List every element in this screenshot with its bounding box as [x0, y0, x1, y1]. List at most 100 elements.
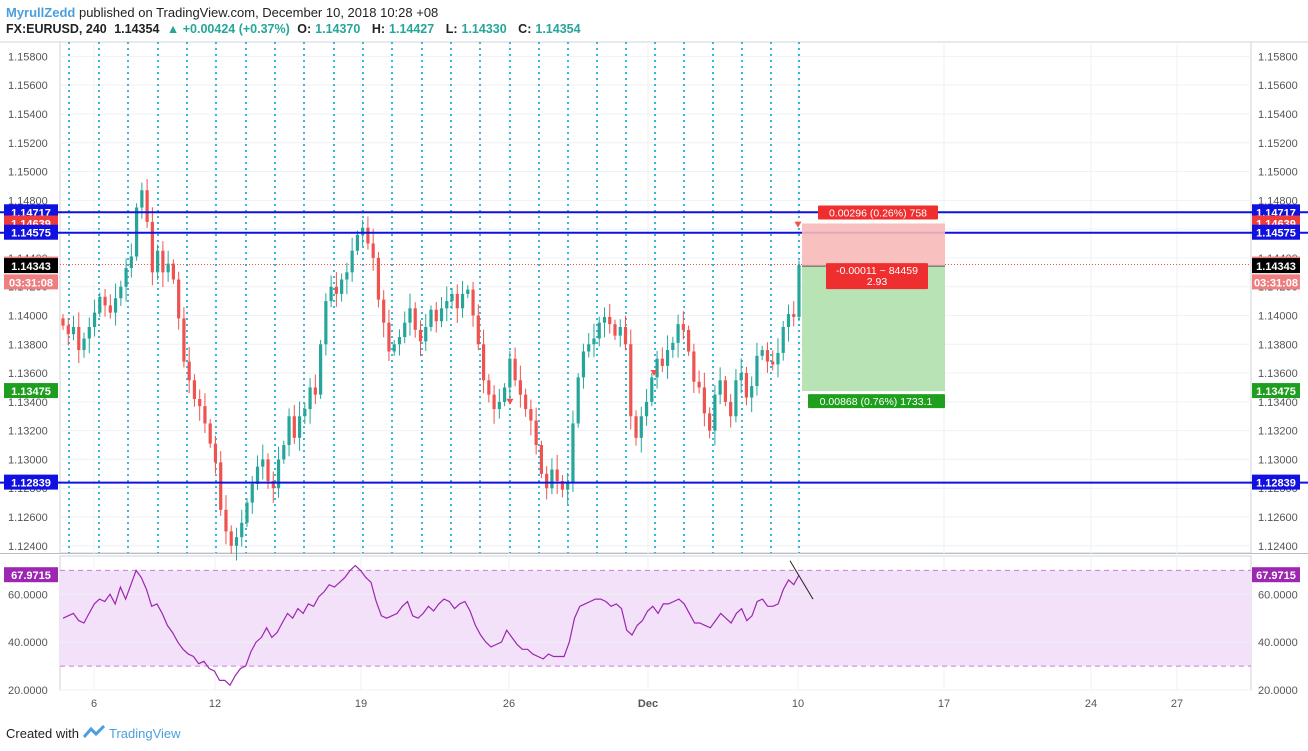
- rsi-value-tag-left: [4, 567, 58, 583]
- close-value: 1.14354: [535, 22, 581, 36]
- y-tick-label-right: 1.13200: [1258, 426, 1298, 438]
- high-label: H:: [371, 22, 386, 36]
- y-tick-label-left: 1.13000: [8, 454, 48, 466]
- candle-body: [629, 344, 633, 417]
- open-value: 1.14370: [315, 22, 361, 36]
- entry-label-line1: -0.00011 ~ 84459: [836, 265, 918, 277]
- price-tag-right-text: 1.13475: [1256, 386, 1296, 398]
- candle-body: [229, 531, 233, 546]
- x-tick-label: 26: [503, 698, 515, 710]
- candle-body: [240, 522, 244, 538]
- y-tick-label-right: 1.13800: [1258, 339, 1298, 351]
- published-text: published on TradingView.com, December 1…: [78, 5, 439, 20]
- candle-body: [560, 481, 565, 490]
- price-tag-left-text: 1.14575: [11, 228, 51, 240]
- y-tick-label-right: 1.13400: [1258, 397, 1298, 409]
- candle-body: [602, 316, 607, 323]
- y-tick-label-right: 1.15400: [1258, 109, 1298, 121]
- candle-body: [366, 227, 370, 244]
- candle-body: [156, 250, 160, 273]
- candle-body: [650, 377, 654, 402]
- candle-body: [618, 327, 622, 336]
- y-tick-label-right: 1.12400: [1258, 541, 1298, 553]
- candle-body: [744, 373, 749, 398]
- candle-body: [429, 309, 433, 328]
- rsi-tick-label-left: 40.0000: [8, 637, 48, 649]
- price-tag-left: [4, 224, 58, 240]
- candle-body: [213, 443, 218, 463]
- candle-body: [676, 324, 680, 343]
- entry-label-line2: 2.93: [867, 276, 888, 288]
- price-tag-left: [4, 474, 58, 490]
- candle-body: [355, 234, 359, 251]
- candle-body: [203, 406, 207, 424]
- candle-body: [655, 358, 659, 378]
- candle-body: [750, 386, 754, 398]
- candle-body: [208, 423, 212, 444]
- price-tag-right-text: 1.12839: [1256, 478, 1296, 490]
- rsi-tick-label-right: 60.0000: [1258, 589, 1298, 601]
- candle-body: [92, 312, 97, 328]
- candle-body: [576, 377, 580, 424]
- candle-body: [329, 286, 333, 302]
- candle-body: [255, 466, 260, 484]
- rsi-value-right: 67.9715: [1256, 570, 1296, 582]
- candle-body: [797, 265, 801, 317]
- close-label: C:: [518, 22, 532, 36]
- candle-body: [644, 401, 649, 417]
- price-tag-right: [1252, 258, 1300, 274]
- candle-body: [765, 350, 770, 362]
- candle-body: [665, 350, 670, 366]
- y-tick-label-left: 1.13400: [8, 397, 48, 409]
- tradingview-link[interactable]: TradingView: [108, 726, 181, 741]
- y-tick-label-left: 1.13600: [8, 368, 48, 380]
- candle-body: [445, 301, 449, 309]
- candle-body: [98, 296, 102, 313]
- x-tick-label: 12: [209, 698, 221, 710]
- rsi-tick-label-right: 40.0000: [1258, 637, 1298, 649]
- y-tick-label-right: 1.15800: [1258, 51, 1298, 63]
- candle-body: [671, 342, 675, 351]
- candle-body: [234, 537, 239, 546]
- candle-body: [613, 324, 617, 336]
- candle-body: [297, 416, 302, 438]
- price-tag-right: [1252, 274, 1300, 290]
- candle-body: [271, 481, 275, 489]
- candle-body: [434, 309, 438, 322]
- candle-body: [776, 352, 780, 365]
- candle-body: [534, 420, 538, 446]
- candle-body: [119, 286, 123, 299]
- candle-body: [177, 279, 181, 319]
- rsi-tick-label-left: 60.0000: [8, 589, 48, 601]
- candle-body: [487, 380, 491, 395]
- candle-body: [513, 358, 517, 381]
- candle-body: [345, 272, 349, 280]
- price-change: ▲ +0.00424 (+0.37%): [166, 22, 290, 36]
- price-tag-left: [4, 383, 58, 399]
- candle-body: [219, 462, 223, 510]
- candle-body: [492, 394, 496, 410]
- candle-body: [455, 293, 459, 309]
- y-tick-label-right: 1.12600: [1258, 512, 1298, 524]
- candle-body: [529, 409, 533, 421]
- candle-body: [371, 243, 375, 258]
- candle-body: [303, 409, 307, 417]
- price-tag-left: [4, 274, 58, 290]
- candle-body: [723, 380, 727, 402]
- author-link[interactable]: MyrullZedd: [6, 5, 76, 20]
- candle-body: [129, 256, 133, 268]
- low-label: L:: [445, 22, 458, 36]
- tradingview-logo-icon: [82, 724, 106, 742]
- symbol-legend: FX:EURUSD, 240 1.14354 ▲ +0.00424 (+0.37…: [6, 22, 589, 36]
- candle-body: [466, 289, 470, 294]
- price-tag-left: [4, 258, 58, 274]
- candle-body: [687, 329, 691, 352]
- publish-info: MyrullZedd published on TradingView.com,…: [6, 5, 438, 20]
- candle-body: [382, 299, 386, 323]
- symbol-label[interactable]: FX:EURUSD, 240: [6, 22, 107, 36]
- candle-body: [481, 344, 486, 381]
- candle-body: [82, 338, 86, 351]
- candle-body: [503, 387, 507, 402]
- candle-body: [708, 413, 712, 431]
